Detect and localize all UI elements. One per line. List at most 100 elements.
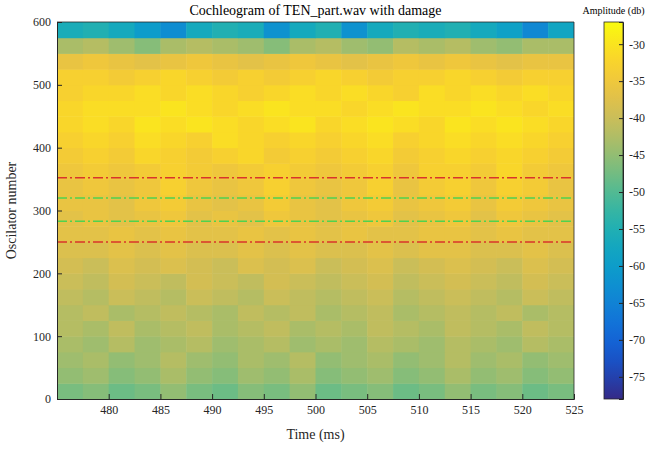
heatmap-cell [238,320,264,336]
heatmap-cell [316,85,342,101]
heatmap-cell [135,273,161,289]
tick-label: 100 [33,330,51,344]
heatmap-cell [238,336,264,352]
heatmap-cell [238,22,264,38]
heatmap-cell [57,179,83,195]
tick-mark [57,273,62,274]
heatmap-cell [496,305,522,321]
heatmap-cell [135,258,161,274]
heatmap-cell [316,38,342,54]
heatmap-cell [316,148,342,164]
heatmap-cell [186,132,212,148]
heatmap-cell [445,226,471,242]
heatmap-cell [160,289,186,305]
heatmap-cell [238,211,264,227]
tick-label: 490 [204,403,222,417]
heatmap-cell [548,85,574,101]
heatmap-cell [367,320,393,336]
heatmap-cell [264,148,290,164]
heatmap-cell [367,273,393,289]
axis-line [619,23,624,400]
heatmap-cell [109,273,135,289]
tick-label: 300 [33,204,51,218]
heatmap-cell [135,289,161,305]
heatmap-cell [238,368,264,384]
heatmap-cell [160,148,186,164]
heatmap-cell [367,148,393,164]
heatmap-cell [341,242,367,258]
heatmap-cell [109,368,135,384]
tick-mark [619,377,623,378]
heatmap-cell [290,289,316,305]
heatmap-cell [57,211,83,227]
heatmap-cell [393,242,419,258]
heatmap-cell [367,242,393,258]
tick-label: -75 [629,370,645,384]
heatmap-cell [471,85,497,101]
heatmap-cell [341,383,367,399]
tick-mark [57,22,62,23]
heatmap-cell [290,273,316,289]
heatmap-cell [109,179,135,195]
heatmap-cell [367,179,393,195]
heatmap-cell [83,53,109,69]
heatmap-cell [186,320,212,336]
heatmap-cell [445,320,471,336]
heatmap-cell [393,132,419,148]
heatmap-cell [264,336,290,352]
heatmap-cell [316,22,342,38]
heatmap-cell [212,383,238,399]
heatmap-cell [445,101,471,117]
heatmap-cell [393,53,419,69]
x-tick: 495 [255,394,273,417]
tick-label: 400 [33,141,51,155]
heatmap-cell [109,211,135,227]
heatmap-cell [471,132,497,148]
tick-label: -45 [629,148,645,162]
heatmap-cell [83,368,109,384]
heatmap-cell [445,352,471,368]
tick-mark [57,336,62,337]
heatmap-cell [186,258,212,274]
heatmap-cell [238,289,264,305]
heatmap-cell [264,116,290,132]
heatmap-cell [238,383,264,399]
heatmap-cell [160,336,186,352]
heatmap-cell [212,101,238,117]
heatmap-cell [290,320,316,336]
tick-label: -70 [629,333,645,347]
colorbar-tick: -55 [619,222,645,236]
heatmap-cell [238,273,264,289]
heatmap-cell [419,273,445,289]
heatmap-cell [496,53,522,69]
heatmap-cell [160,69,186,85]
heatmap-cell [109,320,135,336]
colorbar-tick: -45 [619,148,645,162]
heatmap-cell [496,38,522,54]
heatmap-cell [135,211,161,227]
colorbar-tick: -75 [619,370,645,384]
heatmap-cell [238,352,264,368]
tick-label: 0 [45,392,51,406]
heatmap-cell [471,101,497,117]
heatmap-cell [367,116,393,132]
heatmap-cell [109,101,135,117]
heatmap-cell [316,289,342,305]
x-tick: 490 [204,394,222,417]
heatmap-cell [522,211,548,227]
tick-mark [212,394,213,399]
heatmap-cell [109,289,135,305]
colorbar-tick: -60 [619,259,645,273]
heatmap-cell [445,305,471,321]
y-tick: 0 [45,392,62,406]
tick-mark [264,394,265,399]
heatmap-cell [367,22,393,38]
heatmap-cell [212,336,238,352]
heatmap-cell [135,38,161,54]
heatmap-cell [471,226,497,242]
heatmap-cell [238,85,264,101]
heatmap-cell [419,179,445,195]
heatmap-cell [186,69,212,85]
heatmap-cell [316,226,342,242]
heatmap-cell [548,258,574,274]
